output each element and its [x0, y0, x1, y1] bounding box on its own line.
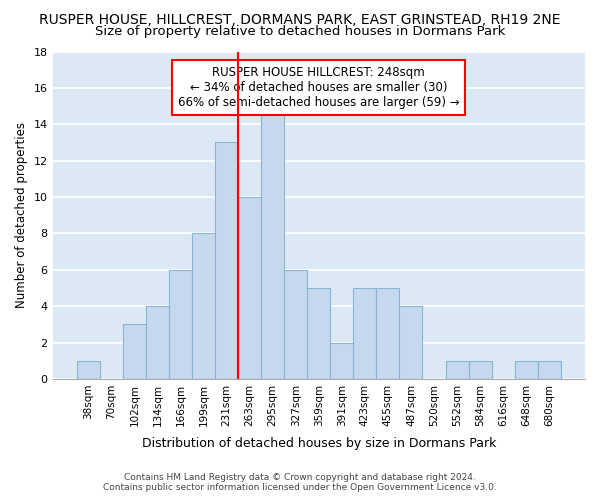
Bar — [446, 360, 469, 379]
X-axis label: Distribution of detached houses by size in Dormans Park: Distribution of detached houses by size … — [142, 437, 496, 450]
Bar — [284, 270, 307, 379]
Bar — [238, 197, 261, 379]
Text: RUSPER HOUSE HILLCREST: 248sqm
← 34% of detached houses are smaller (30)
66% of : RUSPER HOUSE HILLCREST: 248sqm ← 34% of … — [178, 66, 460, 109]
Bar — [400, 306, 422, 379]
Text: Contains HM Land Registry data © Crown copyright and database right 2024.
Contai: Contains HM Land Registry data © Crown c… — [103, 473, 497, 492]
Bar — [376, 288, 400, 379]
Bar — [77, 360, 100, 379]
Bar — [123, 324, 146, 379]
Bar — [330, 342, 353, 379]
Bar — [192, 234, 215, 379]
Bar — [515, 360, 538, 379]
Bar — [169, 270, 192, 379]
Bar — [261, 106, 284, 379]
Text: Size of property relative to detached houses in Dormans Park: Size of property relative to detached ho… — [95, 25, 505, 38]
Bar — [469, 360, 491, 379]
Bar — [307, 288, 330, 379]
Bar — [146, 306, 169, 379]
Bar — [215, 142, 238, 379]
Bar — [353, 288, 376, 379]
Y-axis label: Number of detached properties: Number of detached properties — [15, 122, 28, 308]
Bar — [538, 360, 561, 379]
Text: RUSPER HOUSE, HILLCREST, DORMANS PARK, EAST GRINSTEAD, RH19 2NE: RUSPER HOUSE, HILLCREST, DORMANS PARK, E… — [39, 12, 561, 26]
